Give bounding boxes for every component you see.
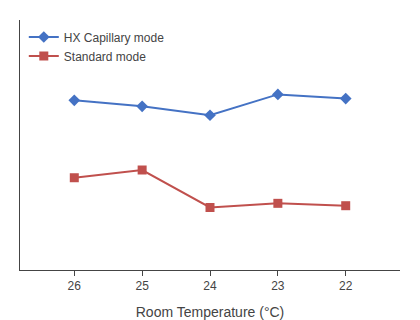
- svg-text:22: 22: [339, 279, 353, 293]
- svg-text:HX Capillary mode: HX Capillary mode: [64, 31, 164, 45]
- svg-text:26: 26: [68, 279, 82, 293]
- svg-text:Room Temperature (°C): Room Temperature (°C): [136, 304, 285, 320]
- svg-text:Standard mode: Standard mode: [64, 50, 146, 64]
- svg-text:23: 23: [271, 279, 285, 293]
- svg-text:25: 25: [135, 279, 149, 293]
- svg-text:24: 24: [203, 279, 217, 293]
